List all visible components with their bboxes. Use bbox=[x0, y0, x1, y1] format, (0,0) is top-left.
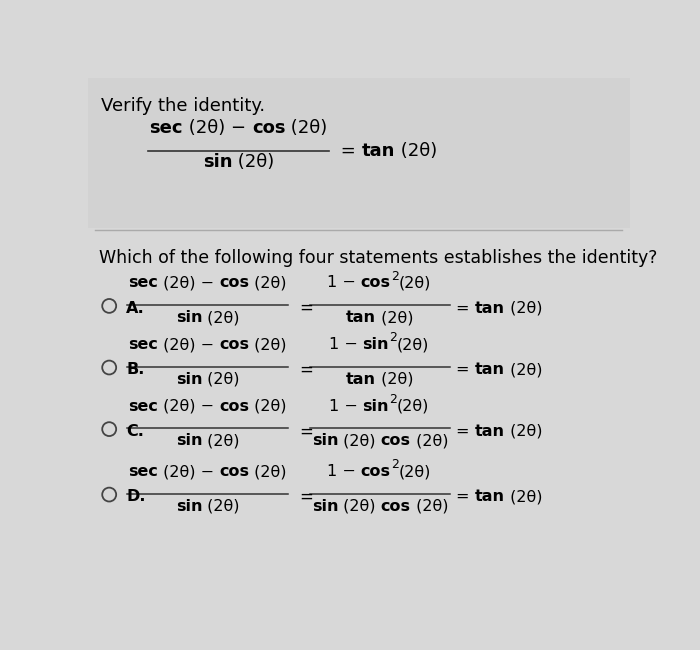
Text: 1 −: 1 − bbox=[327, 464, 360, 479]
Text: (2θ) −: (2θ) − bbox=[158, 337, 219, 352]
FancyBboxPatch shape bbox=[88, 78, 630, 228]
Text: sec: sec bbox=[128, 464, 158, 479]
Text: =: = bbox=[456, 424, 475, 439]
Text: sec: sec bbox=[150, 120, 183, 137]
Text: (2θ): (2θ) bbox=[505, 424, 542, 439]
Text: (2θ): (2θ) bbox=[202, 310, 239, 325]
Text: (2θ): (2θ) bbox=[249, 464, 287, 479]
Text: cos: cos bbox=[219, 464, 249, 479]
Text: (2θ): (2θ) bbox=[232, 153, 274, 170]
Text: Which of the following four statements establishes the identity?: Which of the following four statements e… bbox=[99, 249, 657, 267]
Text: (2θ): (2θ) bbox=[338, 499, 381, 514]
Text: sin: sin bbox=[312, 434, 338, 448]
Text: (2θ): (2θ) bbox=[397, 337, 429, 352]
Text: =: = bbox=[300, 422, 313, 441]
Text: 1 −: 1 − bbox=[327, 276, 360, 291]
Text: (2θ) −: (2θ) − bbox=[158, 276, 219, 291]
Text: (2θ): (2θ) bbox=[249, 398, 287, 413]
Text: =: = bbox=[300, 488, 313, 506]
Text: 1 −: 1 − bbox=[328, 398, 363, 413]
Text: =: = bbox=[456, 362, 475, 378]
Text: Verify the identity.: Verify the identity. bbox=[102, 98, 265, 115]
Text: (2θ): (2θ) bbox=[411, 434, 448, 448]
Text: tan: tan bbox=[475, 489, 505, 504]
Text: tan: tan bbox=[362, 142, 396, 160]
Text: (2θ) −: (2θ) − bbox=[158, 464, 219, 479]
Text: B.: B. bbox=[126, 362, 145, 378]
Text: cos: cos bbox=[219, 337, 249, 352]
Text: =: = bbox=[300, 361, 313, 379]
Text: cos: cos bbox=[360, 276, 391, 291]
Text: =: = bbox=[335, 142, 362, 160]
Text: tan: tan bbox=[475, 301, 505, 316]
Text: 2: 2 bbox=[391, 458, 398, 471]
Text: (2θ): (2θ) bbox=[249, 276, 287, 291]
Text: cos: cos bbox=[381, 499, 411, 514]
Text: C.: C. bbox=[126, 424, 144, 439]
Text: (2θ): (2θ) bbox=[397, 398, 429, 413]
Text: sin: sin bbox=[176, 434, 202, 448]
Text: cos: cos bbox=[219, 276, 249, 291]
Text: tan: tan bbox=[475, 424, 505, 439]
Text: 2: 2 bbox=[389, 393, 397, 406]
Text: cos: cos bbox=[381, 434, 411, 448]
Text: sin: sin bbox=[203, 153, 232, 170]
Text: sin: sin bbox=[312, 499, 338, 514]
Text: (2θ): (2θ) bbox=[505, 362, 542, 378]
Text: 1 −: 1 − bbox=[328, 337, 363, 352]
Text: sec: sec bbox=[128, 337, 158, 352]
Text: D.: D. bbox=[126, 489, 146, 504]
Text: (2θ): (2θ) bbox=[505, 301, 542, 316]
Text: (2θ): (2θ) bbox=[376, 372, 414, 387]
Text: (2θ): (2θ) bbox=[376, 310, 414, 325]
Text: (2θ): (2θ) bbox=[202, 499, 239, 514]
Text: =: = bbox=[456, 489, 475, 504]
Text: cos: cos bbox=[219, 398, 249, 413]
Text: (2θ): (2θ) bbox=[202, 434, 239, 448]
Text: (2θ): (2θ) bbox=[411, 499, 448, 514]
Text: sin: sin bbox=[363, 398, 389, 413]
Text: (2θ): (2θ) bbox=[286, 120, 328, 137]
Text: (2θ) −: (2θ) − bbox=[183, 120, 252, 137]
Text: (2θ): (2θ) bbox=[398, 276, 431, 291]
Text: tan: tan bbox=[346, 310, 376, 325]
Text: sin: sin bbox=[176, 372, 202, 387]
Text: (2θ): (2θ) bbox=[338, 434, 381, 448]
Text: (2θ): (2θ) bbox=[202, 372, 239, 387]
Text: (2θ): (2θ) bbox=[505, 489, 542, 504]
Text: (2θ): (2θ) bbox=[395, 142, 438, 160]
Text: sin: sin bbox=[176, 310, 202, 325]
Text: tan: tan bbox=[346, 372, 376, 387]
Text: =: = bbox=[456, 301, 475, 316]
Text: =: = bbox=[300, 299, 313, 317]
Text: 2: 2 bbox=[389, 332, 397, 344]
Text: (2θ): (2θ) bbox=[398, 464, 431, 479]
Text: 2: 2 bbox=[391, 270, 398, 283]
Text: sin: sin bbox=[363, 337, 389, 352]
Text: tan: tan bbox=[475, 362, 505, 378]
Text: cos: cos bbox=[360, 464, 391, 479]
Text: A.: A. bbox=[126, 301, 145, 316]
Text: sec: sec bbox=[128, 276, 158, 291]
Text: (2θ): (2θ) bbox=[249, 337, 287, 352]
Text: sec: sec bbox=[128, 398, 158, 413]
Text: sin: sin bbox=[176, 499, 202, 514]
Text: cos: cos bbox=[252, 120, 286, 137]
Text: (2θ) −: (2θ) − bbox=[158, 398, 219, 413]
